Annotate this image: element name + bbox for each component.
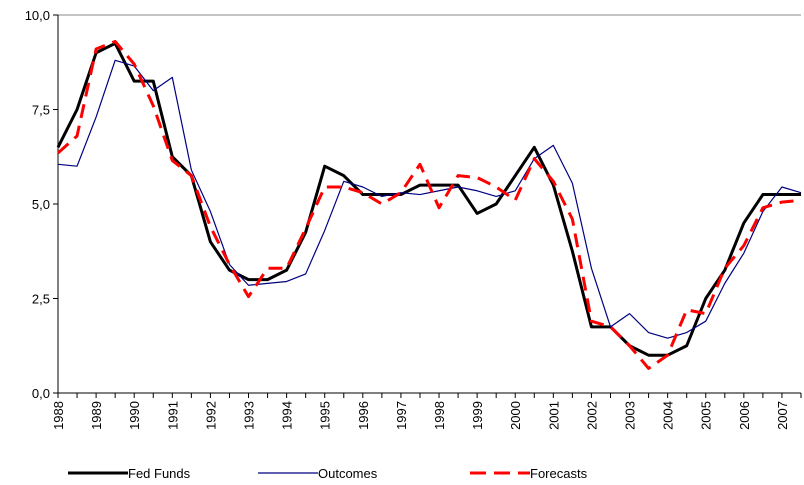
x-tick-label: 1994 <box>280 401 295 430</box>
x-tick-label: 1993 <box>242 401 257 430</box>
x-tick-label: 2001 <box>546 401 561 430</box>
y-tick-label: 7,5 <box>32 103 50 118</box>
legend-label: Fed Funds <box>128 466 191 481</box>
x-tick-label: 2007 <box>775 401 790 430</box>
legend-label: Outcomes <box>318 466 378 481</box>
x-tick-label: 1988 <box>51 401 66 430</box>
x-tick-label: 1998 <box>432 401 447 430</box>
x-tick-label: 2003 <box>623 401 638 430</box>
series-line <box>56 41 801 357</box>
x-tick-label: 1992 <box>203 401 218 430</box>
x-tick-label: 2005 <box>699 401 714 430</box>
y-tick-label: 2,5 <box>32 292 50 307</box>
x-tick-label: 1989 <box>89 401 104 430</box>
x-tick-label: 2002 <box>584 401 599 430</box>
x-tick-label: 1990 <box>127 401 142 430</box>
series-line <box>57 39 802 370</box>
x-tick-label: 1999 <box>470 401 485 430</box>
y-tick-label: 10,0 <box>25 8 50 23</box>
legend-label: Forecasts <box>530 466 588 481</box>
x-tick-label: 2006 <box>737 401 752 430</box>
series-line <box>57 59 802 339</box>
x-tick-label: 1991 <box>165 401 180 430</box>
x-tick-label: 1995 <box>318 401 333 430</box>
y-tick-label: 5,0 <box>32 197 50 212</box>
x-tick-label: 2004 <box>661 401 676 430</box>
x-tick-label: 2000 <box>508 401 523 430</box>
x-tick-label: 1996 <box>356 401 371 430</box>
x-tick-label: 1997 <box>394 401 409 430</box>
y-tick-label: 0,0 <box>32 386 50 401</box>
